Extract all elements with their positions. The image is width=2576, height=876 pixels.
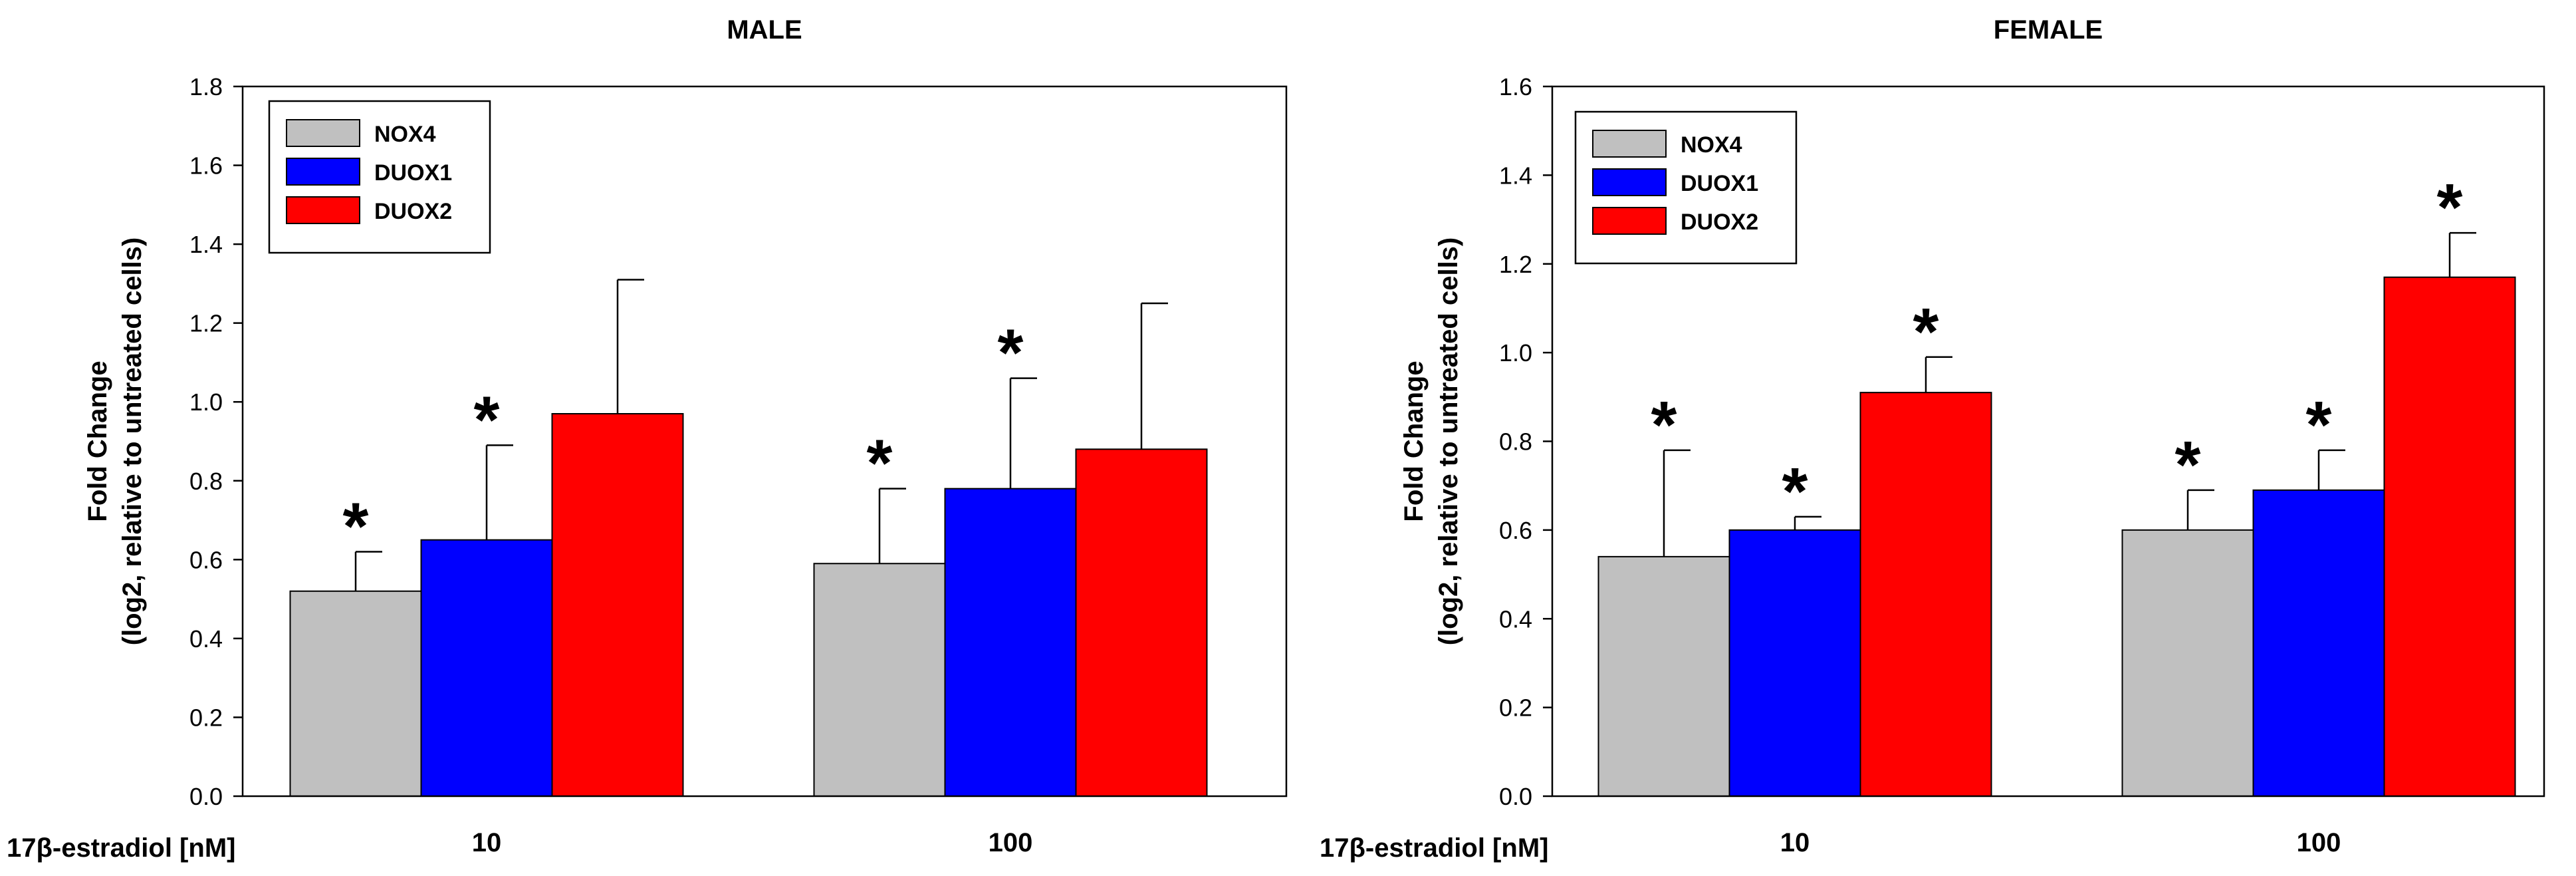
female-chart-panel: FEMALE * * * 10 * * * 100 0.0 0.2 0.4 0.6 0.8 1.0 1.2 1.…: [1320, 15, 2545, 863]
female-y-tick-label: 0.6: [1499, 517, 1532, 544]
male-category-label-10: 10: [472, 828, 502, 857]
male-y-tick-label: 0.4: [189, 625, 223, 653]
female-bar-duox1-10: [1728, 529, 1861, 797]
male-y-tick-label: 0.8: [189, 468, 223, 495]
female-bar-duox2-10: [1859, 392, 1992, 797]
female-y-axis-label-units: (log2, relative to untreated cells): [1434, 237, 1463, 646]
male-y-tick-label: 1.6: [189, 152, 223, 180]
male-legend-swatch-duox1: [286, 158, 360, 186]
male-legend-swatch-duox2: [286, 196, 360, 224]
male-bar-nox4-10: [289, 590, 422, 797]
male-plot-frame: [241, 85, 1288, 798]
female-legend-swatch-duox1: [1592, 168, 1667, 196]
female-legend-label-nox4: NOX4: [1681, 132, 1742, 158]
female-bar-duox1-100: [2252, 489, 2385, 797]
male-bar-duox2-10: [551, 413, 684, 797]
female-y-axis-label: Fold Change: [1399, 361, 1429, 521]
male-y-axis-label-units: (log2, relative to untreated cells): [118, 237, 147, 646]
male-significance-marker: *: [998, 316, 1024, 390]
male-bar-duox2-100: [1075, 448, 1208, 797]
male-significance-marker: *: [474, 382, 500, 457]
female-significance-marker: *: [1651, 388, 1677, 462]
male-chart-panel: MALE * * 10 * * 100 0.0 0.2 0.4 0.6 0.8 1.0 1.2 1.4 1.6…: [7, 15, 1288, 863]
female-significance-marker: *: [1913, 295, 1939, 369]
male-significance-marker: *: [867, 426, 893, 501]
female-bar-nox4-10: [1597, 555, 1730, 797]
male-y-tick-label: 0.2: [189, 704, 223, 731]
male-legend-label-duox2: DUOX2: [374, 199, 452, 224]
female-y-tick-label: 0.2: [1499, 694, 1532, 722]
female-legend-swatch-duox2: [1592, 207, 1667, 235]
female-y-tick-label: 0.8: [1499, 428, 1532, 456]
male-legend-swatch-nox4: [286, 119, 360, 147]
male-y-tick-label: 1.4: [189, 231, 223, 258]
female-y-tick-label: 1.4: [1499, 162, 1532, 189]
female-y-tick-label: 1.0: [1499, 339, 1532, 366]
female-significance-marker: *: [2175, 428, 2201, 502]
male-y-axis-label: Fold Change: [83, 361, 112, 521]
female-category-label-100: 100: [2297, 828, 2341, 857]
male-category-label-100: 100: [989, 828, 1033, 857]
male-y-tick-label: 0.6: [189, 546, 223, 573]
female-legend-label-duox1: DUOX1: [1681, 171, 1758, 196]
male-legend-label-nox4: NOX4: [374, 122, 436, 147]
female-significance-marker: *: [1782, 454, 1808, 529]
male-y-tick-label: 1.2: [189, 310, 223, 337]
female-significance-marker: *: [2437, 170, 2463, 245]
female-bar-nox4-100: [2121, 529, 2254, 797]
female-chart-title: FEMALE: [1994, 15, 2103, 45]
male-legend-label-duox1: DUOX1: [374, 160, 452, 186]
female-legend-swatch-nox4: [1592, 130, 1667, 158]
male-chart-title: MALE: [727, 15, 802, 45]
male-bar-duox1-100: [944, 488, 1077, 798]
male-bar-duox1-10: [420, 539, 553, 797]
male-y-tick-label: 0.0: [189, 783, 223, 810]
female-x-axis-label: 17β-estradiol [nM]: [1320, 833, 1548, 863]
female-y-tick-label: 0.4: [1499, 605, 1532, 633]
male-significance-marker: *: [343, 489, 369, 563]
female-y-tick-label: 1.2: [1499, 251, 1532, 278]
female-y-tick-label: 0.0: [1499, 783, 1532, 810]
female-bar-duox2-100: [2383, 276, 2516, 798]
male-y-tick-label: 1.0: [189, 388, 223, 416]
male-bar-nox4-100: [813, 563, 946, 797]
female-y-tick-label: 1.6: [1499, 73, 1532, 100]
female-significance-marker: *: [2306, 388, 2332, 462]
male-y-tick-label: 1.8: [189, 73, 223, 100]
male-x-axis-label: 17β-estradiol [nM]: [7, 833, 235, 863]
female-legend-label-duox2: DUOX2: [1681, 210, 1758, 235]
female-category-label-10: 10: [1780, 828, 1810, 857]
